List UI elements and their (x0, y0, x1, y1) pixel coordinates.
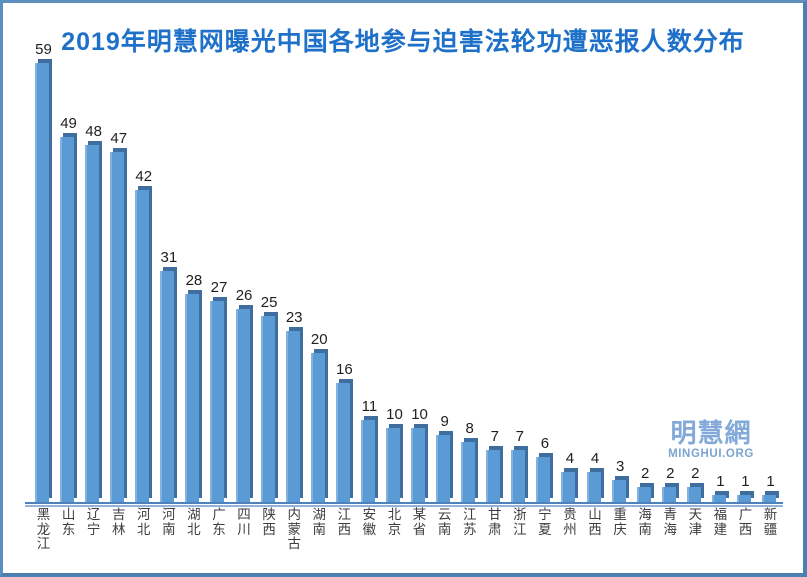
bar-value-label: 6 (540, 435, 550, 452)
bar (185, 294, 200, 502)
bar-value-label: 2 (691, 465, 700, 482)
bar-value-label: 3 (615, 458, 625, 475)
x-axis-category-label: 江西 (337, 507, 352, 537)
x-axis-category-label: 山西 (588, 507, 602, 537)
x-axis-category-label: 山东 (61, 507, 76, 537)
bar (461, 442, 476, 502)
bar-value-label: 4 (590, 450, 600, 467)
x-axis-category-label: 新疆 (763, 507, 778, 537)
x-axis-category-label: 甘肃 (488, 507, 502, 537)
x-axis-category-label: 陕西 (262, 507, 276, 537)
bar-value-label: 7 (490, 428, 499, 445)
bar-value-label: 10 (386, 406, 403, 423)
x-axis-category-label: 湖北 (187, 507, 201, 537)
bar (85, 145, 100, 502)
bar (536, 457, 551, 502)
bar-value-label: 11 (361, 398, 378, 415)
bar-value-label: 25 (260, 294, 278, 311)
x-axis-category-label: 云南 (437, 507, 452, 537)
bar (210, 301, 225, 502)
bar (385, 428, 400, 502)
bar-value-label: 8 (465, 420, 474, 437)
x-axis-category-label: 北京 (387, 507, 402, 537)
x-axis-category-label: 某省 (412, 507, 427, 537)
minghui-logo-text: 明慧網 (670, 418, 752, 448)
bar (310, 353, 325, 502)
x-axis-category-label: 江苏 (462, 507, 477, 537)
bar-value-label: 2 (666, 465, 675, 482)
x-axis-category-label: 青海 (663, 507, 678, 537)
x-axis-category-label: 广东 (212, 507, 226, 537)
bar (60, 137, 75, 502)
bar-value-label: 26 (235, 287, 253, 304)
bar-value-label: 1 (766, 473, 775, 490)
x-axis-category-label: 内蒙古 (287, 507, 301, 551)
bar (561, 472, 576, 502)
bar-value-label: 23 (285, 309, 303, 326)
bar (686, 487, 701, 502)
bar (586, 472, 601, 502)
bar-value-label: 42 (135, 168, 153, 185)
bar-value-label: 7 (515, 428, 524, 445)
bar (135, 190, 150, 502)
bar (486, 450, 501, 502)
bar (711, 495, 726, 502)
x-axis-category-label: 安徽 (362, 507, 377, 537)
bar-value-label: 9 (440, 413, 449, 430)
bar-value-label: 28 (185, 272, 203, 289)
x-axis-category-label: 河北 (137, 507, 151, 537)
bar (260, 316, 275, 502)
bar (160, 271, 175, 502)
x-axis-category-label: 湖南 (312, 507, 327, 537)
bar (736, 495, 751, 502)
bar-value-label: 4 (565, 450, 575, 467)
bar-value-label: 48 (85, 123, 102, 140)
bar-value-label: 49 (60, 115, 77, 132)
bar (235, 309, 250, 502)
bar (360, 420, 375, 502)
minghui-logo-url: MINGHUI.ORG (668, 448, 754, 460)
bar-value-label: 10 (411, 406, 428, 423)
x-axis-category-label: 辽宁 (86, 507, 101, 537)
bar-value-label: 1 (716, 473, 725, 490)
bar-value-label: 31 (160, 249, 178, 266)
bar (35, 63, 49, 502)
bar (611, 480, 626, 502)
x-axis-category-label: 黑龙江 (36, 507, 51, 551)
bar (411, 428, 426, 502)
x-axis-category-label: 宁夏 (538, 507, 552, 537)
bar (110, 152, 125, 502)
x-axis-category-label: 重庆 (613, 507, 627, 537)
bar (285, 331, 300, 502)
bar-value-label: 16 (335, 361, 353, 378)
minghui-watermark: 明慧網 MINGHUI.ORG (663, 419, 759, 460)
x-axis-category-label: 吉林 (111, 507, 126, 537)
bar-value-label: 20 (310, 331, 328, 348)
bar-value-label: 27 (210, 279, 228, 296)
x-axis-category-label: 天津 (688, 507, 703, 537)
x-axis-category-label: 四川 (237, 507, 251, 537)
bar (661, 487, 676, 502)
x-axis-category-label: 广西 (738, 507, 753, 537)
bar-value-label: 47 (110, 130, 128, 147)
chart-title: 2019年明慧网曝光中国各地参与迫害法轮功遭恶报人数分布 (61, 28, 745, 56)
x-axis-category-label: 海南 (638, 507, 652, 537)
x-axis-category-label: 福建 (713, 507, 728, 537)
x-axis-category-label: 浙江 (513, 507, 527, 537)
bar-value-label: 1 (741, 473, 750, 490)
x-axis-category-label: 贵州 (563, 507, 577, 537)
bar (511, 450, 526, 502)
bar (636, 487, 651, 502)
bar-value-label: 2 (641, 465, 650, 482)
x-axis-category-label: 河南 (162, 507, 176, 537)
x-axis-line (25, 502, 783, 507)
bar (436, 435, 451, 502)
bar-value-label: 59 (35, 41, 52, 58)
bar (762, 495, 777, 502)
bar (335, 383, 350, 502)
